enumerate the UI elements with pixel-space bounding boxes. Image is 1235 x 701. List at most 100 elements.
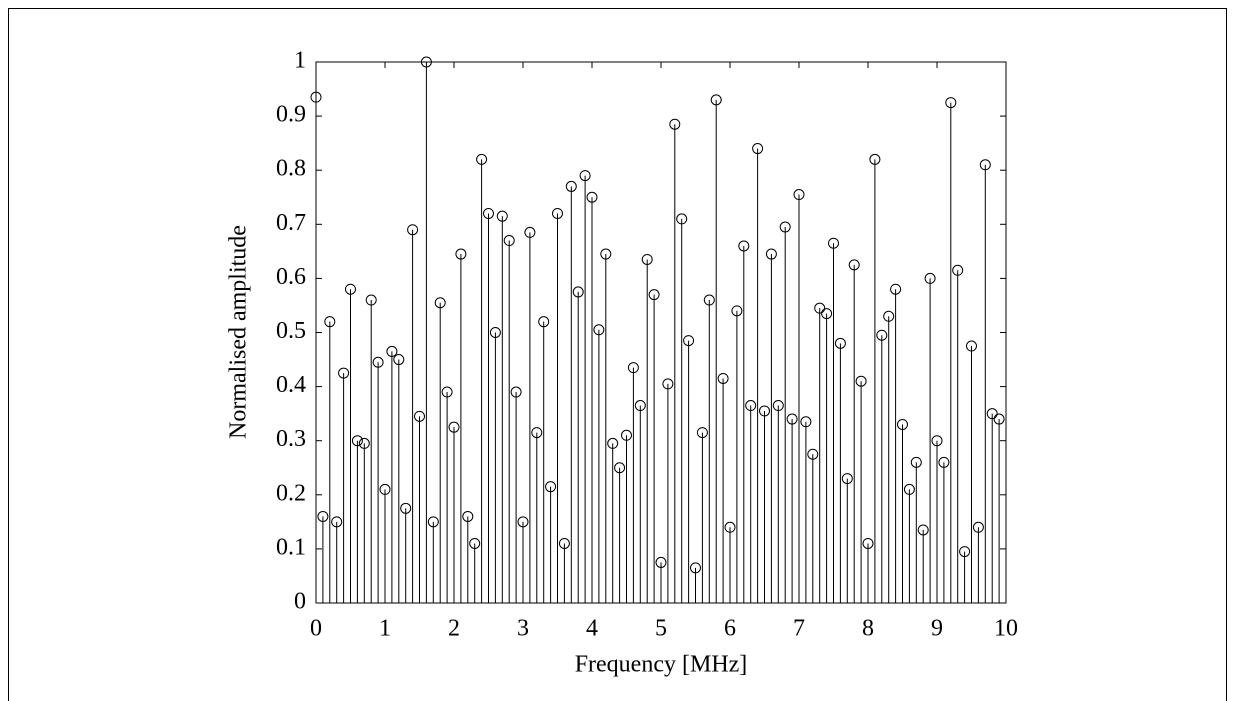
stem-marker <box>627 362 639 374</box>
stem-marker <box>317 510 329 522</box>
stem-marker <box>503 235 515 247</box>
stem-marker <box>793 189 805 201</box>
stem-marker <box>427 516 439 528</box>
stem-marker <box>724 521 736 533</box>
stem-marker <box>524 226 536 238</box>
stem-marker <box>945 97 957 109</box>
stem-marker <box>648 289 660 301</box>
stem-marker <box>565 180 577 192</box>
stem-marker <box>662 378 674 390</box>
stem-marker <box>538 316 550 328</box>
stem-marker <box>759 405 770 417</box>
stem-marker <box>593 324 605 336</box>
x-tick-label: 1 <box>379 616 391 642</box>
x-tick-label: 10 <box>994 616 1018 642</box>
stem-marker <box>572 286 584 298</box>
stem-marker <box>952 264 964 276</box>
stem-marker <box>779 221 791 233</box>
stem-marker <box>683 335 695 347</box>
stem-marker <box>703 294 715 306</box>
stem-marker <box>345 283 356 295</box>
x-tick-label: 4 <box>586 616 598 642</box>
x-tick-label: 8 <box>862 616 874 642</box>
stem-marker <box>821 308 833 320</box>
stem-marker <box>483 207 494 219</box>
y-tick-label: 0.8 <box>276 156 306 182</box>
y-axis-label: Normalised amplitude <box>226 225 252 439</box>
stem-marker <box>752 143 764 155</box>
stem-marker <box>579 170 591 182</box>
stem-marker <box>400 502 412 514</box>
stem-marker <box>869 153 881 165</box>
stem-marker <box>476 153 488 165</box>
stem-marker <box>800 416 812 428</box>
stem-marker <box>910 456 922 468</box>
stem-marker <box>448 421 460 433</box>
stem-marker <box>993 413 1005 425</box>
stem-marker <box>310 91 322 103</box>
stem-marker <box>986 408 998 420</box>
stem-marker <box>883 310 895 322</box>
stem-marker <box>496 210 508 222</box>
stem-marker <box>862 537 874 549</box>
stem-marker <box>441 386 453 398</box>
stem-marker <box>890 283 902 295</box>
stem-marker <box>828 237 839 249</box>
stem-marker <box>924 272 936 284</box>
stem-marker <box>903 483 915 495</box>
stem-marker <box>731 305 743 317</box>
y-tick-label: 0.1 <box>276 534 306 560</box>
y-tick-label: 0.9 <box>276 102 306 128</box>
stem-marker <box>420 56 432 68</box>
x-axis-label: Frequency [MHz] <box>575 652 748 678</box>
y-tick-label: 0 <box>294 589 306 615</box>
stem-marker <box>655 556 667 568</box>
y-tick-label: 0.7 <box>276 210 306 236</box>
x-tick-label: 0 <box>310 616 322 642</box>
stem-marker <box>600 248 612 260</box>
y-tick-label: 0.2 <box>276 480 306 506</box>
stem-marker <box>807 448 819 460</box>
stem-marker <box>379 483 391 495</box>
stem-marker <box>841 473 853 485</box>
stem-marker <box>331 516 343 528</box>
y-tick-label: 0.4 <box>276 372 306 398</box>
stem-marker <box>855 375 867 387</box>
stem-marker <box>552 207 563 219</box>
stem-marker <box>772 400 784 412</box>
stem-marker <box>738 240 750 252</box>
y-tick-label: 0.5 <box>276 318 306 344</box>
y-tick-label: 1 <box>294 48 306 74</box>
stem-marker <box>386 345 398 357</box>
stem-marker <box>338 367 350 379</box>
stem-marker <box>786 413 798 425</box>
stem-marker <box>614 462 626 474</box>
stem-marker <box>510 386 522 398</box>
stem-marker <box>351 435 363 447</box>
stem-marker <box>621 429 632 441</box>
stem-marker <box>710 94 722 106</box>
stem-marker <box>634 400 646 412</box>
x-tick-label: 7 <box>793 616 805 642</box>
stem-marker <box>607 437 619 449</box>
stem-marker <box>745 400 757 412</box>
stem-marker <box>469 537 481 549</box>
stem-marker <box>641 253 653 265</box>
stem-marker <box>558 537 570 549</box>
y-tick-label: 0.6 <box>276 264 306 290</box>
stem-marker <box>897 418 908 430</box>
stem-marker <box>393 354 405 366</box>
x-tick-label: 5 <box>655 616 667 642</box>
stem-marker <box>848 259 860 271</box>
stem-marker <box>690 562 701 574</box>
stem-marker <box>834 337 846 349</box>
stem-marker <box>365 294 377 306</box>
x-tick-label: 2 <box>448 616 460 642</box>
stem-marker <box>917 524 929 536</box>
stem-marker <box>462 510 474 522</box>
stem-marker <box>669 118 681 130</box>
stem-marker <box>717 372 729 384</box>
stem-marker <box>586 191 598 203</box>
stem-marker <box>959 546 971 558</box>
